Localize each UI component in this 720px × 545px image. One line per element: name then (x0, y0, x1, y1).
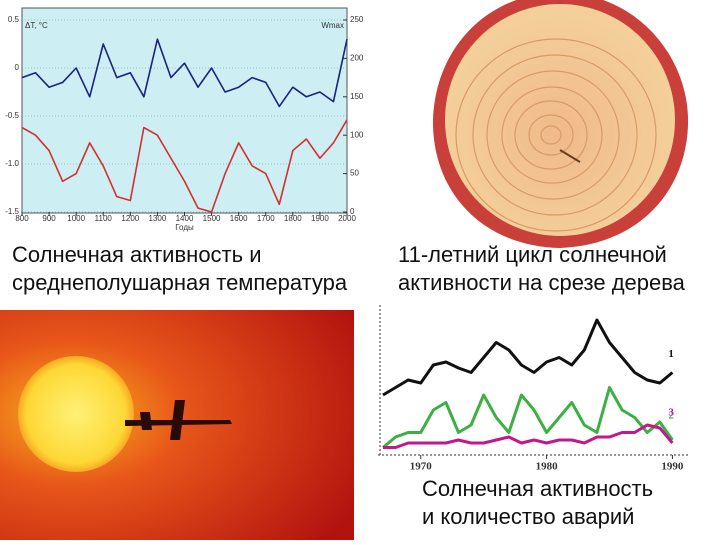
caption-line: Солнечная активность и (12, 242, 262, 267)
sunset-photo (0, 310, 354, 540)
caption-line: и количество аварий (422, 504, 634, 529)
y-axis-label: ΔT, °C (25, 21, 48, 30)
x-tick-label: 1200 (121, 214, 139, 223)
x-tick-label: 1500 (203, 214, 221, 223)
y-tick-label: 0.5 (8, 15, 20, 24)
x-axis-label: Годы (175, 223, 194, 232)
y-tick-label: -1.0 (5, 159, 19, 168)
caption-line: Солнечная активность (422, 476, 653, 501)
y2-tick-label: 150 (350, 92, 364, 101)
data-line (21, 38, 348, 108)
y2-tick-label: 100 (350, 130, 364, 139)
x-tick-label: 2000 (338, 214, 356, 223)
x-tick-label: 1900 (311, 214, 329, 223)
caption-line: 11-летний цикл солнечной (398, 242, 667, 267)
x-tick-label: 1400 (176, 214, 194, 223)
x-tick-label: 1600 (230, 214, 248, 223)
series-label: 2 (668, 410, 674, 422)
y-tick-label: 0 (15, 63, 20, 72)
y2-tick-label: 250 (350, 15, 364, 24)
y2-tick-label: 0 (350, 207, 355, 216)
data-line (21, 119, 348, 213)
x-tick-label: 1700 (257, 214, 275, 223)
caption-line: активности на срезе дерева (398, 270, 686, 295)
data-line (383, 423, 674, 449)
x-tick-label: 1980 (536, 461, 559, 473)
y-tick-label: -0.5 (5, 111, 19, 120)
y2-tick-label: 50 (350, 169, 359, 178)
x-tick-label: 1300 (149, 214, 167, 223)
caption-line: среднеполушарная температура (12, 270, 348, 295)
climate-chart: 0.5 0 -0.5 -1.0 -1.5 250 200 150 100 50 0 800 900 100… (5, 15, 364, 232)
x-tick-label: 1990 (661, 461, 684, 473)
x-tick-label: 800 (15, 214, 29, 223)
plot-area (21, 7, 348, 214)
data-line (382, 318, 674, 397)
x-tick-label: 1100 (95, 214, 113, 223)
tree-slice (432, 0, 689, 248)
x-tick-label: 1970 (410, 461, 433, 473)
series-label: 1 (668, 348, 674, 360)
series-label: 3 (668, 407, 674, 419)
data-line (382, 386, 674, 449)
y2-axis-label: Wmax (321, 21, 344, 30)
x-tick-label: 900 (42, 214, 56, 223)
y2-tick-label: 200 (350, 54, 364, 63)
x-tick-label: 1000 (67, 214, 85, 223)
x-tick-label: 1800 (284, 214, 302, 223)
accidents-chart: 1970 1980 1990 1 23 (378, 305, 690, 473)
y-tick-label: -1.5 (5, 207, 19, 216)
